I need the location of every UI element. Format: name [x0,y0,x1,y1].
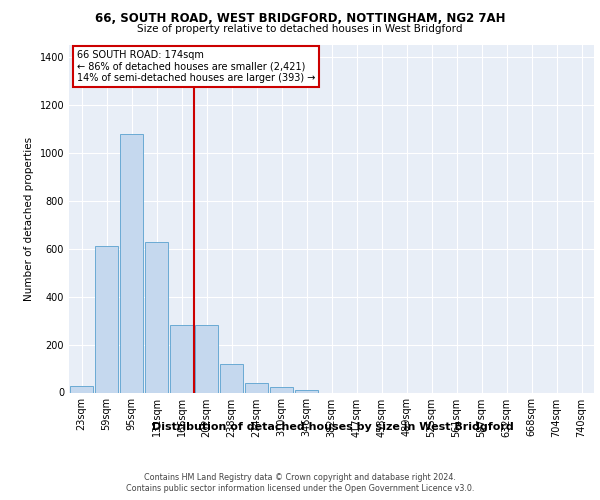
Bar [70,386,93,392]
Bar [270,386,293,392]
Text: Contains HM Land Registry data © Crown copyright and database right 2024.: Contains HM Land Registry data © Crown c… [144,472,456,482]
Text: Size of property relative to detached houses in West Bridgford: Size of property relative to detached ho… [137,24,463,34]
Bar [95,246,118,392]
Bar [295,390,318,392]
Text: 66, SOUTH ROAD, WEST BRIDGFORD, NOTTINGHAM, NG2 7AH: 66, SOUTH ROAD, WEST BRIDGFORD, NOTTINGH… [95,12,505,26]
Bar [170,326,193,392]
Bar [195,326,218,392]
Bar [145,242,168,392]
Bar [245,383,268,392]
Bar [120,134,143,392]
Text: 66 SOUTH ROAD: 174sqm
← 86% of detached houses are smaller (2,421)
14% of semi-d: 66 SOUTH ROAD: 174sqm ← 86% of detached … [77,50,315,84]
Bar [220,364,243,392]
Text: Distribution of detached houses by size in West Bridgford: Distribution of detached houses by size … [152,422,514,432]
Text: Contains public sector information licensed under the Open Government Licence v3: Contains public sector information licen… [126,484,474,493]
Y-axis label: Number of detached properties: Number of detached properties [24,136,34,301]
